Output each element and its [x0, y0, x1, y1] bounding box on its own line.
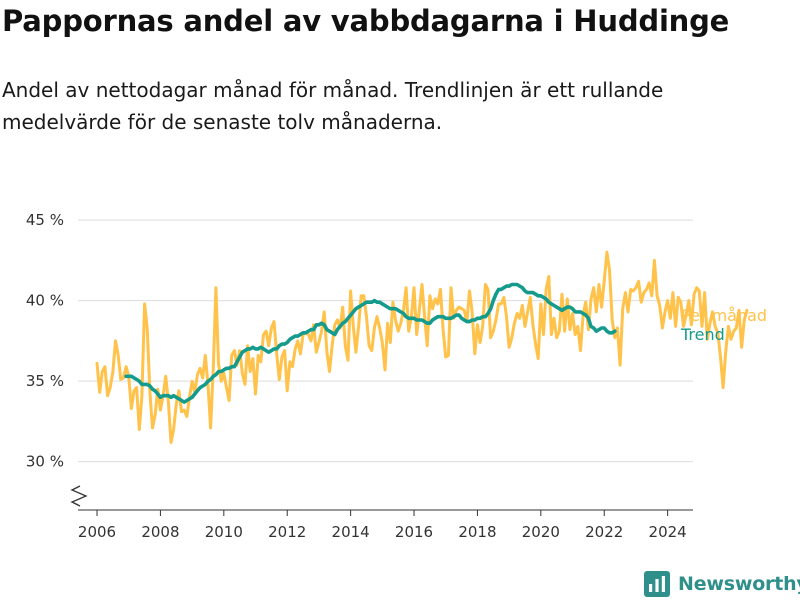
x-tick-label: 2010 [205, 523, 243, 541]
x-tick-label: 2018 [458, 523, 496, 541]
chart-subtitle: Andel av nettodagar månad för månad. Tre… [2, 78, 664, 134]
y-axis-break-icon [70, 485, 88, 507]
x-tick-label: 2024 [649, 523, 687, 541]
x-tick-label: 2006 [78, 523, 116, 541]
x-tick-label: 2022 [585, 523, 623, 541]
brand-logo: Newsworthy [644, 570, 800, 598]
x-tick-label: 2008 [141, 523, 179, 541]
y-tick-label: 45 % [26, 211, 64, 229]
brand-name: Newsworthy [678, 573, 800, 595]
y-tick-label: 30 % [26, 453, 64, 471]
x-tick-label: 2020 [522, 523, 560, 541]
newsworthy-logo-icon [644, 571, 670, 597]
x-tick-label: 2014 [332, 523, 370, 541]
y-tick-label: 40 % [26, 292, 64, 310]
series-line-per-manad [95, 250, 749, 444]
series-line-trend [124, 282, 617, 404]
series-label-per-manad: Per månad [681, 306, 767, 325]
x-tick-label: 2012 [268, 523, 306, 541]
y-tick-label: 35 % [26, 372, 64, 390]
series-label-trend: Trend [680, 325, 725, 344]
x-tick-label: 2016 [395, 523, 433, 541]
chart-title: Pappornas andel av vabbdagarna i Hudding… [2, 4, 730, 38]
